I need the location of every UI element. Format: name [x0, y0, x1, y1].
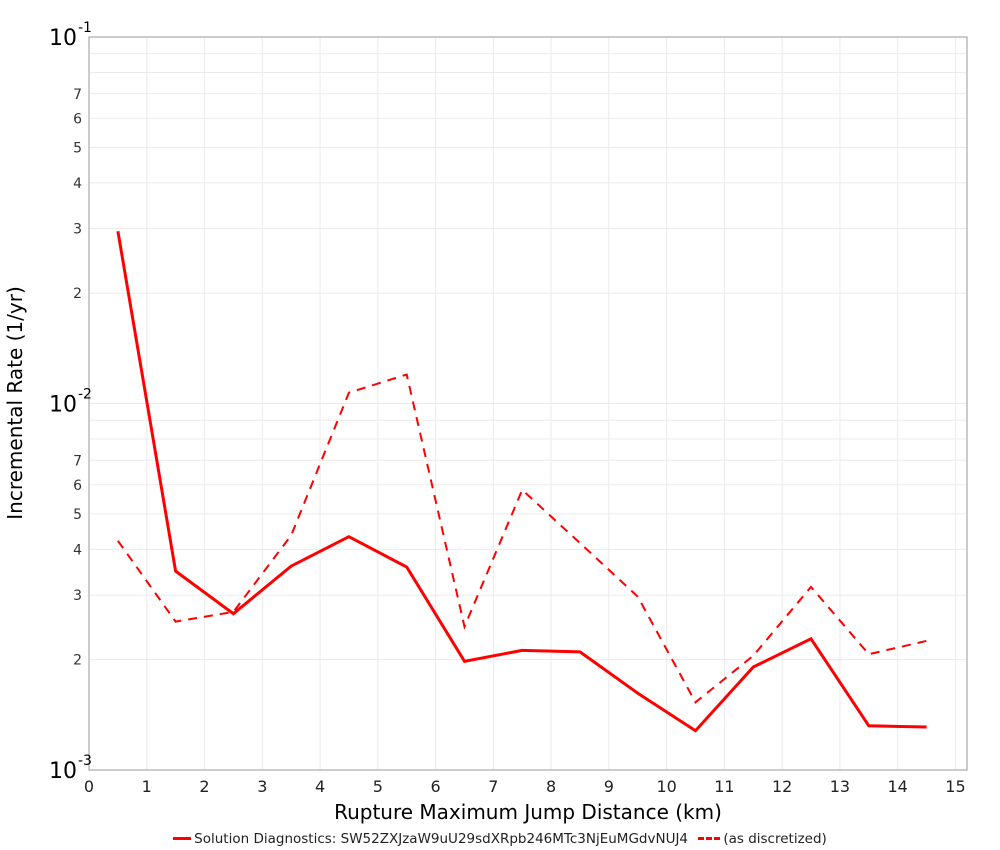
y-tick-label: 6	[73, 111, 82, 127]
y-tick-label: 2	[73, 286, 82, 302]
svg-text:10: 10	[49, 759, 77, 784]
y-tick-label: 2	[73, 653, 82, 669]
x-tick-label: 2	[199, 777, 209, 796]
y-tick-label: 3	[73, 588, 82, 604]
svg-text:10: 10	[49, 26, 77, 51]
legend-item-discretized: (as discretized)	[692, 830, 827, 847]
y-tick-label: 7	[73, 453, 82, 469]
y-axis-title: Incremental Rate (1/yr)	[3, 286, 27, 519]
legend-label-discretized: (as discretized)	[723, 830, 827, 847]
x-tick-label: 9	[604, 777, 614, 796]
y-decade-label: 10 -3	[49, 753, 92, 784]
y-tick-label: 5	[73, 507, 82, 523]
solid-line-swatch-icon	[173, 837, 192, 840]
y-tick-label: 7	[73, 87, 82, 103]
x-tick-label: 12	[772, 777, 792, 796]
y-tick-label: 5	[73, 140, 82, 156]
dashed-line-swatch-icon	[698, 837, 721, 840]
y-tick-label: 4	[73, 542, 82, 558]
y-decade-label: 10 -1	[49, 20, 92, 51]
y-tick-label: 4	[73, 176, 82, 192]
x-tick-label: 7	[488, 777, 498, 796]
x-tick-label: 10	[656, 777, 676, 796]
svg-text:-3: -3	[78, 753, 92, 769]
svg-text:10: 10	[49, 393, 77, 418]
svg-text:-2: -2	[78, 387, 92, 403]
x-tick-label: 15	[945, 777, 965, 796]
x-tick-label: 5	[373, 777, 383, 796]
series-line-discretized	[117, 373, 927, 704]
legend-item-solution: Solution Diagnostics: SW52ZXJzaW9uU29sdX…	[173, 831, 688, 847]
series-line-solution	[116, 231, 927, 733]
x-tick-label: 14	[888, 777, 908, 796]
y-tick-label: 6	[73, 478, 82, 494]
x-tick-label: 8	[546, 777, 556, 796]
y-decade-label: 10 -2	[49, 387, 92, 418]
x-tick-label: 3	[257, 777, 267, 796]
x-tick-label: 0	[84, 777, 94, 796]
legend-label-solution: Solution Diagnostics: SW52ZXJzaW9uU29sdX…	[194, 830, 689, 847]
x-axis-ticks: 0 1 2 3 4 5 6 7 8 9 10 11 12 13 14 15	[84, 777, 966, 796]
x-tick-label: 6	[430, 777, 440, 796]
x-tick-label: 13	[830, 777, 850, 796]
y-tick-label: 3	[73, 222, 82, 238]
series-layer	[116, 231, 927, 733]
x-tick-label: 4	[315, 777, 325, 796]
plot-area	[88, 36, 968, 771]
grid-lines	[89, 37, 967, 770]
x-tick-label: 1	[142, 777, 152, 796]
chart-legend: Solution Diagnostics: SW52ZXJzaW9uU29sdX…	[0, 828, 1000, 847]
x-tick-label: 11	[714, 777, 734, 796]
svg-text:-1: -1	[78, 20, 92, 36]
x-axis-title: Rupture Maximum Jump Distance (km)	[334, 800, 722, 824]
